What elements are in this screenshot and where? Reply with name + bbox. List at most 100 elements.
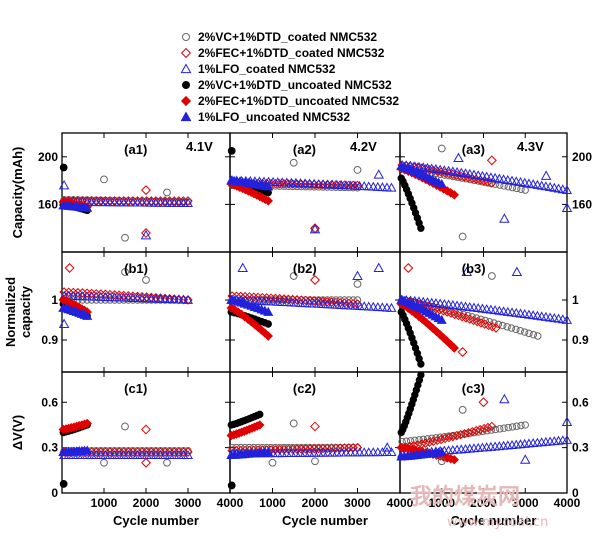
data-point — [305, 295, 315, 306]
data-point — [353, 443, 362, 452]
data-point — [292, 295, 302, 305]
y-tick-label-left: 0.3 — [41, 441, 58, 455]
data-point — [146, 447, 156, 457]
data-point — [253, 292, 263, 303]
data-point — [296, 444, 307, 454]
data-point — [500, 424, 508, 432]
data-point — [141, 196, 152, 206]
data-point — [467, 426, 478, 437]
outlier-point — [478, 397, 489, 408]
data-point — [146, 196, 156, 206]
data-point — [521, 421, 529, 429]
series-group — [396, 144, 573, 241]
x-tick-label: 1000 — [259, 496, 286, 510]
data-point — [92, 446, 100, 455]
legend-marker — [180, 47, 192, 59]
data-point — [143, 446, 151, 455]
data-point — [151, 447, 161, 457]
data-point — [300, 444, 311, 454]
data-point — [128, 196, 138, 206]
y-axis-label: Normalized — [3, 277, 18, 347]
data-point — [155, 447, 166, 457]
outlier-point — [458, 232, 467, 241]
series-group — [226, 410, 397, 490]
data-point — [100, 447, 111, 457]
data-point — [96, 447, 106, 457]
data-point — [110, 446, 119, 455]
y-tick-label-left: 160 — [38, 197, 58, 211]
data-point — [318, 443, 328, 454]
data-point — [292, 444, 302, 454]
legend-marker — [182, 33, 190, 41]
data-point — [416, 439, 427, 449]
data-point — [164, 447, 175, 457]
outlier-point — [310, 275, 320, 285]
data-point — [97, 446, 105, 455]
legend-marker — [180, 111, 192, 122]
data-point — [137, 196, 147, 206]
data-point — [520, 328, 529, 336]
data-point — [182, 294, 194, 304]
outlier-point — [561, 416, 573, 426]
data-point — [170, 446, 178, 455]
outlier-point — [121, 422, 129, 431]
outlier-point — [561, 202, 573, 213]
outlier-point — [121, 268, 129, 276]
outlier-point — [140, 229, 152, 240]
outlier-point — [142, 276, 150, 284]
series-group — [396, 371, 573, 466]
data-point — [448, 431, 458, 442]
data-point — [499, 321, 507, 330]
data-point — [313, 443, 324, 454]
data-point — [496, 425, 504, 433]
series-group — [396, 263, 573, 368]
data-point — [309, 296, 319, 306]
y-tick-label-left: 0.6 — [41, 395, 58, 409]
data-point — [263, 181, 274, 191]
outlier-point — [310, 421, 320, 432]
outlier-point — [519, 454, 531, 464]
outlier-point — [457, 347, 468, 357]
x-tick-label: 4000 — [387, 496, 414, 510]
outlier-point — [309, 223, 321, 234]
data-point — [151, 196, 161, 206]
data-point — [529, 330, 538, 339]
legend-label: 1%LFO_uncoated NMC532 — [198, 110, 350, 124]
panel-id: (b3) — [462, 261, 486, 276]
data-point — [174, 447, 184, 457]
data-point — [287, 179, 298, 189]
data-point — [319, 296, 327, 304]
outlier-point — [141, 424, 151, 435]
data-point — [485, 318, 494, 326]
data-point — [432, 435, 442, 446]
outlier-point — [453, 152, 464, 163]
data-point — [182, 198, 194, 208]
panel-id: (b2) — [293, 261, 317, 276]
data-point — [182, 449, 194, 460]
x-tick-label: 3000 — [512, 496, 539, 510]
data-point — [459, 428, 470, 439]
data-point — [279, 179, 289, 189]
data-point — [133, 446, 142, 455]
data-point — [296, 295, 307, 305]
data-point — [455, 429, 466, 440]
data-point — [86, 196, 97, 206]
data-point — [561, 184, 573, 194]
data-point — [331, 443, 341, 453]
data-point — [436, 178, 447, 188]
panel-c1: (c1) — [58, 371, 231, 494]
series-group — [58, 418, 194, 488]
voltage-label: 4.2V — [350, 139, 377, 154]
outlier-point — [311, 457, 319, 466]
outlier-point — [289, 419, 298, 428]
outlier-point — [352, 270, 363, 281]
voltage-label: 4.1V — [186, 139, 213, 154]
data-point — [263, 306, 274, 316]
data-point — [323, 296, 331, 304]
data-point — [504, 423, 512, 432]
legend-marker — [180, 63, 192, 74]
data-point — [417, 224, 425, 232]
outlier-point — [59, 480, 68, 488]
outlier-point — [511, 266, 523, 277]
